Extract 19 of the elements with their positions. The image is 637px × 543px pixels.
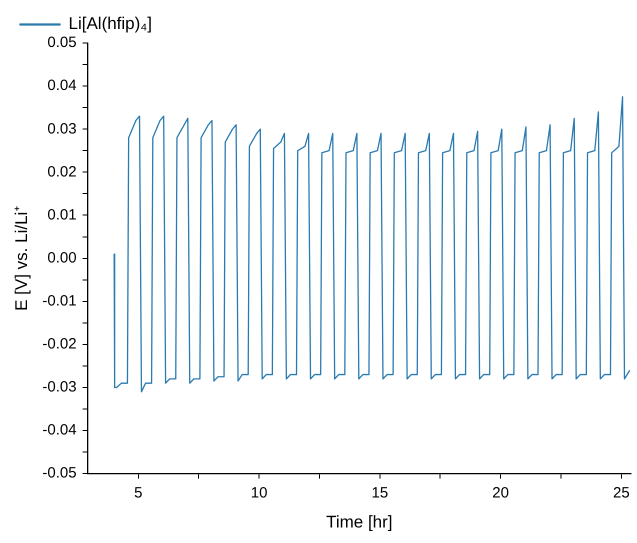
y-tick-label: -0.03 (42, 378, 77, 396)
x-tick-label: 25 (612, 484, 630, 502)
x-tick-label: 15 (371, 484, 388, 502)
y-tick-label: 0.03 (47, 120, 77, 138)
y-tick-label: 0.04 (47, 77, 77, 94)
legend-label: Li[Al(hfip)₄] (68, 14, 152, 34)
x-tick-label: 10 (250, 484, 268, 502)
y-tick-label: -0.02 (42, 336, 77, 353)
y-tick-label: -0.04 (42, 422, 77, 439)
y-tick-label: -0.05 (42, 464, 77, 482)
y-tick-label: 0.05 (47, 34, 77, 52)
y-tick-label: 0.01 (47, 206, 77, 224)
y-tick-label: 0.02 (47, 163, 77, 180)
y-tick-label: 0.00 (47, 249, 77, 266)
x-tick-label: 20 (492, 484, 509, 502)
x-tick-label: 5 (134, 484, 142, 502)
y-axis-title: E [V] vs. Li/Li⁺ (12, 206, 31, 311)
y-tick-label: -0.01 (42, 292, 77, 310)
x-axis-title: Time [hr] (326, 512, 393, 532)
